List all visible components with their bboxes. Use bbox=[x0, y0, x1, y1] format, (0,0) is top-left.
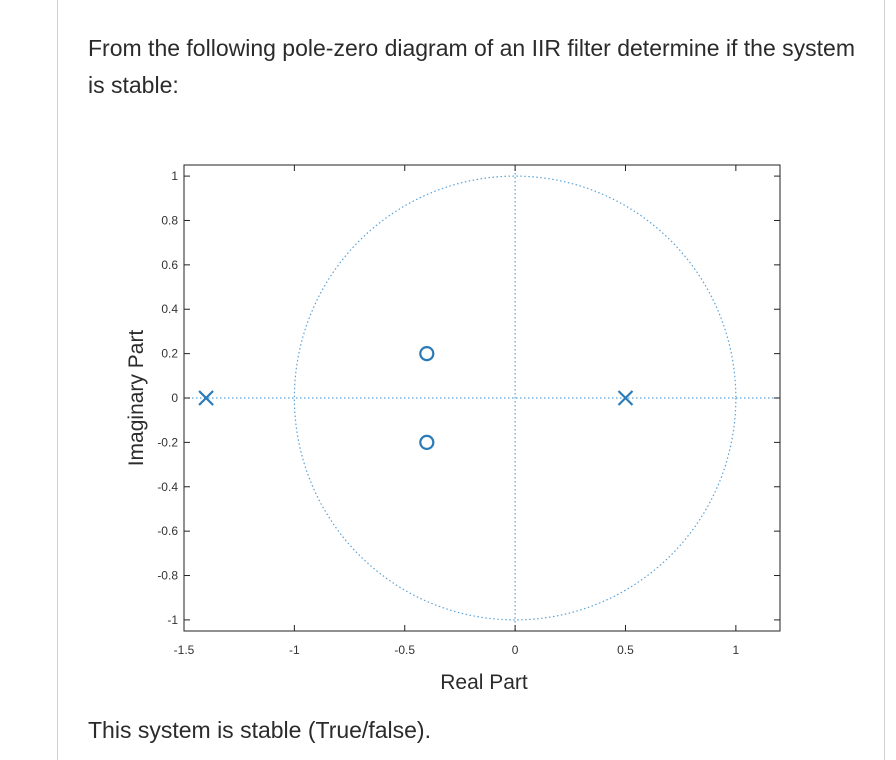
y-tick-label: -0.4 bbox=[157, 480, 178, 494]
answer-prompt: This system is stable (True/false). bbox=[88, 717, 431, 743]
y-axis-title: Imaginary Part bbox=[125, 330, 148, 467]
chart-guides bbox=[184, 165, 780, 631]
y-tick-label: 0.6 bbox=[161, 258, 178, 272]
pole-marker bbox=[198, 390, 214, 406]
unit-circle bbox=[293, 175, 737, 621]
x-tick-label: -0.5 bbox=[394, 643, 415, 657]
y-axis-ticks: 1 0.8 0.6 0.4 0.2 0 -0.2 -0.4 -0.6 -0.8 -1 bbox=[157, 169, 780, 627]
y-tick-label: 0.2 bbox=[161, 347, 178, 361]
x-tick-label: -1.5 bbox=[174, 643, 195, 657]
question-card bbox=[57, 0, 885, 760]
y-tick-label: 0.4 bbox=[161, 302, 178, 316]
chart-markers bbox=[198, 346, 634, 450]
pole-marker bbox=[617, 390, 634, 406]
y-tick-label: 0 bbox=[171, 391, 178, 405]
y-tick-label: -0.6 bbox=[157, 524, 178, 538]
question-text: From the following pole-zero diagram of … bbox=[88, 35, 855, 98]
zero-marker bbox=[419, 346, 435, 362]
x-axis-title: Real Part bbox=[440, 671, 528, 694]
y-tick-label: -1 bbox=[167, 613, 178, 627]
x-tick-label: -1 bbox=[289, 643, 300, 657]
y-tick-label: -0.8 bbox=[157, 569, 178, 583]
pole-zero-chart: -1.5 -1 -0.5 0 0.5 1 1 0.8 0.6 0.4 0.2 0 -0.2 -0.4 -0… bbox=[125, 164, 781, 694]
zero-marker bbox=[419, 434, 435, 450]
x-axis-ticks: -1.5 -1 -0.5 0 0.5 1 bbox=[174, 165, 740, 657]
pole-stroke bbox=[198, 390, 214, 406]
x-tick-label: 0 bbox=[512, 643, 519, 657]
x-tick-label: 1 bbox=[733, 643, 740, 657]
y-tick-label: -0.2 bbox=[157, 435, 178, 449]
y-tick-label: 0.8 bbox=[161, 213, 178, 227]
y-tick-label: 1 bbox=[171, 169, 178, 183]
x-tick-label: 0.5 bbox=[617, 643, 634, 657]
pole-stroke bbox=[617, 390, 634, 406]
